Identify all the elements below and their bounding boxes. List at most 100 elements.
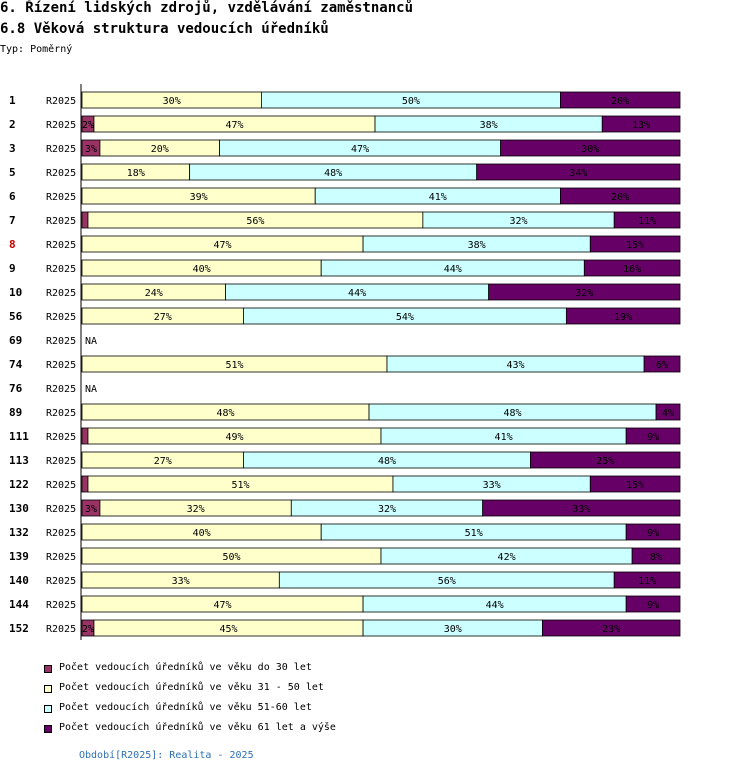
bar-segment-s4 bbox=[601, 115, 681, 133]
row-period-label: R2025 bbox=[46, 432, 76, 443]
bar-value-label: 24% bbox=[145, 288, 163, 299]
row-id-label: 69 bbox=[9, 334, 22, 347]
bar-value-label: 9% bbox=[647, 600, 659, 611]
row-period-label: R2025 bbox=[46, 216, 76, 227]
page-title: 6. Řízení lidských zdrojů, vzdělávání za… bbox=[0, 0, 414, 16]
row-period-label: R2025 bbox=[46, 192, 76, 203]
bar-value-label: 45% bbox=[219, 624, 237, 635]
bar-value-label: 27% bbox=[154, 312, 172, 323]
row-period-label: R2025 bbox=[46, 168, 76, 179]
bar-value-label: 51% bbox=[231, 480, 249, 491]
bar-value-label: 34% bbox=[569, 168, 587, 179]
row-id-label: 122 bbox=[9, 478, 29, 491]
bar-segment-s4 bbox=[583, 259, 681, 277]
bar-value-label: 8% bbox=[650, 552, 662, 563]
bar-segment-s4 bbox=[589, 475, 681, 493]
bar-value-label: 38% bbox=[480, 120, 498, 131]
row-id-label: 144 bbox=[9, 598, 29, 611]
legend-label: Počet vedoucích úředníků ve věku 51-60 l… bbox=[59, 702, 312, 713]
bar-segment-s4 bbox=[655, 403, 681, 421]
period-note: Období[R2025]: Realita - 2025 bbox=[79, 750, 254, 761]
bar-value-label: 44% bbox=[444, 264, 462, 275]
bar-value-label: 41% bbox=[429, 192, 447, 203]
bar-value-label: 49% bbox=[225, 432, 243, 443]
bar-value-label: 44% bbox=[486, 600, 504, 611]
row-id-label: 74 bbox=[9, 358, 23, 371]
bar-value-label: 16% bbox=[623, 264, 641, 275]
legend-label: Počet vedoucích úředníků ve věku 61 let … bbox=[59, 722, 336, 733]
bar-value-label: 32% bbox=[187, 504, 205, 515]
row-id-label: 132 bbox=[9, 526, 29, 539]
bar-value-label: 23% bbox=[602, 624, 620, 635]
row-period-label: R2025 bbox=[46, 312, 76, 323]
bar-value-label: 6% bbox=[656, 360, 668, 371]
bar-segment-s4 bbox=[589, 235, 681, 253]
row-period-label: R2025 bbox=[46, 456, 76, 467]
legend-swatch-s2 bbox=[44, 685, 52, 693]
row-id-label: 56 bbox=[9, 310, 23, 323]
row-period-label: R2025 bbox=[46, 120, 76, 131]
chart-type-label: Typ: Poměrný bbox=[0, 44, 73, 55]
row-id-label: 3 bbox=[9, 142, 16, 155]
row-period-label: R2025 bbox=[46, 240, 76, 251]
bar-segment-s4 bbox=[560, 91, 681, 109]
bar-value-label: 30% bbox=[163, 96, 181, 107]
bar-value-label: 11% bbox=[638, 576, 656, 587]
bar-segment-s4 bbox=[625, 523, 681, 541]
bar-value-label: 18% bbox=[127, 168, 145, 179]
bar-segment-s4 bbox=[625, 427, 681, 445]
bar-value-label: 56% bbox=[438, 576, 456, 587]
bar-value-label: 15% bbox=[626, 480, 644, 491]
legend-swatch-s1 bbox=[44, 665, 52, 673]
row-id-label: 1 bbox=[9, 94, 16, 107]
row-id-label: 2 bbox=[9, 118, 16, 131]
bar-value-label: 3% bbox=[85, 504, 97, 515]
row-period-label: R2025 bbox=[46, 576, 76, 587]
row-period-label: R2025 bbox=[46, 264, 76, 275]
row-period-label: R2025 bbox=[46, 480, 76, 491]
bar-value-label: 3% bbox=[85, 144, 97, 155]
bar-value-label: 15% bbox=[626, 240, 644, 251]
bar-value-label: 30% bbox=[444, 624, 462, 635]
bar-value-label: 33% bbox=[483, 480, 501, 491]
row-id-label: 140 bbox=[9, 574, 29, 587]
bar-value-label: 44% bbox=[348, 288, 366, 299]
row-id-label: 8 bbox=[9, 238, 16, 251]
row-id-label: 89 bbox=[9, 406, 22, 419]
bar-segment-s4 bbox=[631, 547, 681, 565]
bar-segment-s4 bbox=[530, 451, 681, 469]
bar-value-label: 54% bbox=[396, 312, 414, 323]
legend-label: Počet vedoucích úředníků ve věku 31 - 50… bbox=[59, 682, 324, 693]
bar-segment-s4 bbox=[613, 571, 681, 589]
row-period-label: R2025 bbox=[46, 336, 76, 347]
bar-value-label: 43% bbox=[507, 360, 525, 371]
bar-segment-s4 bbox=[488, 283, 681, 301]
row-period-label: R2025 bbox=[46, 384, 76, 395]
bar-value-label: 50% bbox=[222, 552, 240, 563]
row-id-label: 130 bbox=[9, 502, 29, 515]
row-id-label: 76 bbox=[9, 382, 23, 395]
legend-swatch-s4 bbox=[44, 725, 52, 733]
na-label: NA bbox=[85, 384, 97, 395]
bar-value-label: 32% bbox=[510, 216, 528, 227]
row-period-label: R2025 bbox=[46, 600, 76, 611]
bar-value-label: 41% bbox=[495, 432, 513, 443]
bar-segment-s1 bbox=[81, 427, 89, 445]
bar-value-label: 32% bbox=[378, 504, 396, 515]
row-id-label: 5 bbox=[9, 166, 16, 179]
stacked-bar-chart: 1 R2025 30% 50% 20% 2 R2025 2% 47% 38% 13% 3 R2025 3%… bbox=[9, 84, 681, 640]
bar-value-label: 2% bbox=[82, 120, 94, 131]
bar-segment-s4 bbox=[565, 307, 681, 325]
bar-segment-s4 bbox=[482, 499, 681, 517]
bar-value-label: 56% bbox=[246, 216, 264, 227]
bar-value-label: 33% bbox=[172, 576, 190, 587]
bar-value-label: 9% bbox=[647, 432, 659, 443]
bar-value-label: 50% bbox=[402, 96, 420, 107]
row-period-label: R2025 bbox=[46, 624, 76, 635]
bar-value-label: 11% bbox=[638, 216, 656, 227]
bar-value-label: 2% bbox=[82, 624, 94, 635]
bar-value-label: 38% bbox=[468, 240, 486, 251]
bar-value-label: 20% bbox=[151, 144, 169, 155]
row-period-label: R2025 bbox=[46, 288, 76, 299]
bar-value-label: 19% bbox=[614, 312, 632, 323]
